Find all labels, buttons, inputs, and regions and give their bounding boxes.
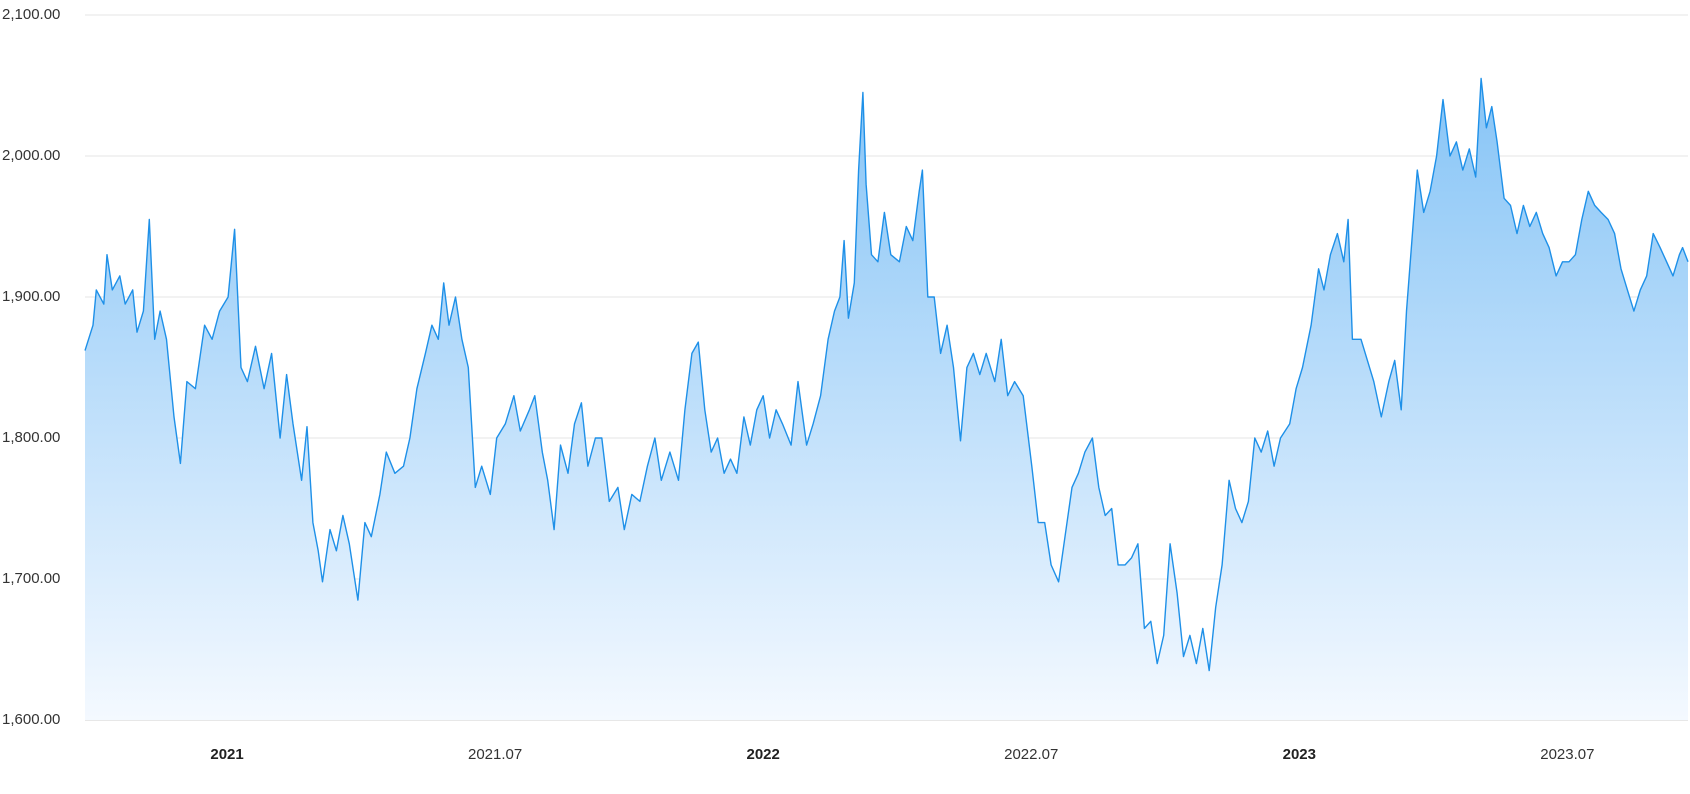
line xyxy=(84,77,1689,672)
x-tick-label: 2021 xyxy=(210,746,243,763)
y-tick-label: 1,900.00 xyxy=(2,288,60,305)
y-tick-label: 1,600.00 xyxy=(2,711,60,728)
x-tick-label: 2022 xyxy=(747,746,780,763)
y-tick-label: 2,100.00 xyxy=(2,6,60,23)
y-tick-label: 1,700.00 xyxy=(2,570,60,587)
area xyxy=(85,78,1688,720)
y-tick-label: 1,800.00 xyxy=(2,429,60,446)
y-tick-label: 2,000.00 xyxy=(2,147,60,164)
x-tick-label: 2023 xyxy=(1283,746,1316,763)
x-tick-label: 2023.07 xyxy=(1540,746,1594,763)
x-tick-label: 2022.07 xyxy=(1004,746,1058,763)
x-tick-label: 2021.07 xyxy=(468,746,522,763)
